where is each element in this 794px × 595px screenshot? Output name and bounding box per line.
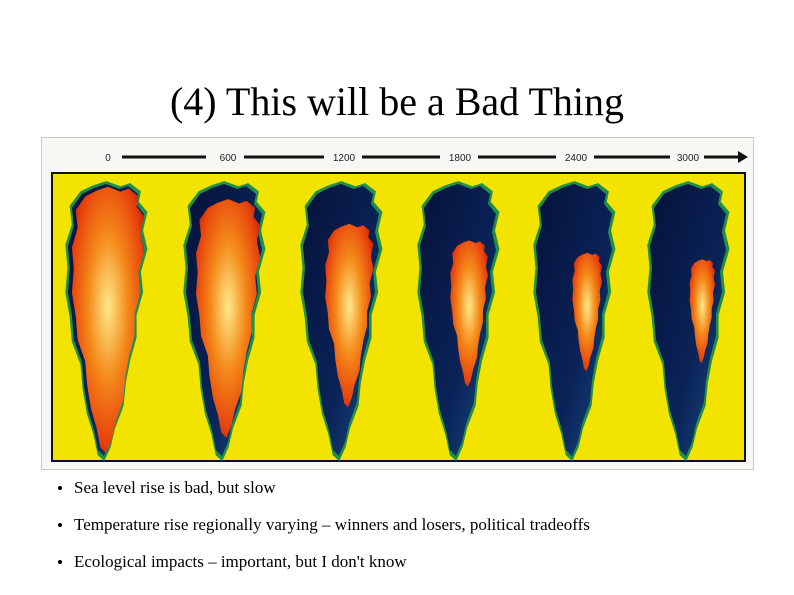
- bullet-dot-icon: [58, 523, 62, 527]
- bullet-text: Ecological impacts – important, but I do…: [74, 552, 407, 571]
- map-background: [51, 172, 746, 462]
- bullet-text: Temperature rise regionally varying – wi…: [74, 515, 590, 534]
- bullet-dot-icon: [58, 486, 62, 490]
- bullet-item: Temperature rise regionally varying – wi…: [0, 513, 794, 537]
- bullet-item: Sea level rise is bad, but slow: [0, 476, 794, 500]
- timeline-label: 3000: [677, 153, 700, 164]
- timeline-label: 600: [220, 153, 237, 164]
- timeline-label: 2400: [565, 153, 588, 164]
- timeline-arrowhead-icon: [738, 151, 748, 163]
- bullet-text: Sea level rise is bad, but slow: [74, 478, 276, 497]
- bullet-item: Ecological impacts – important, but I do…: [0, 550, 794, 574]
- slide-title: (4) This will be a Bad Thing: [169, 79, 625, 124]
- timeline-label: 0: [105, 153, 111, 164]
- figure-canvas: 0 600 1200 1800 2400 3000: [51, 151, 748, 462]
- greenland-melt-figure: 0 600 1200 1800 2400 3000: [41, 137, 754, 470]
- timeline-label: 1200: [333, 153, 356, 164]
- timeline-label: 1800: [449, 153, 472, 164]
- bullet-dot-icon: [58, 560, 62, 564]
